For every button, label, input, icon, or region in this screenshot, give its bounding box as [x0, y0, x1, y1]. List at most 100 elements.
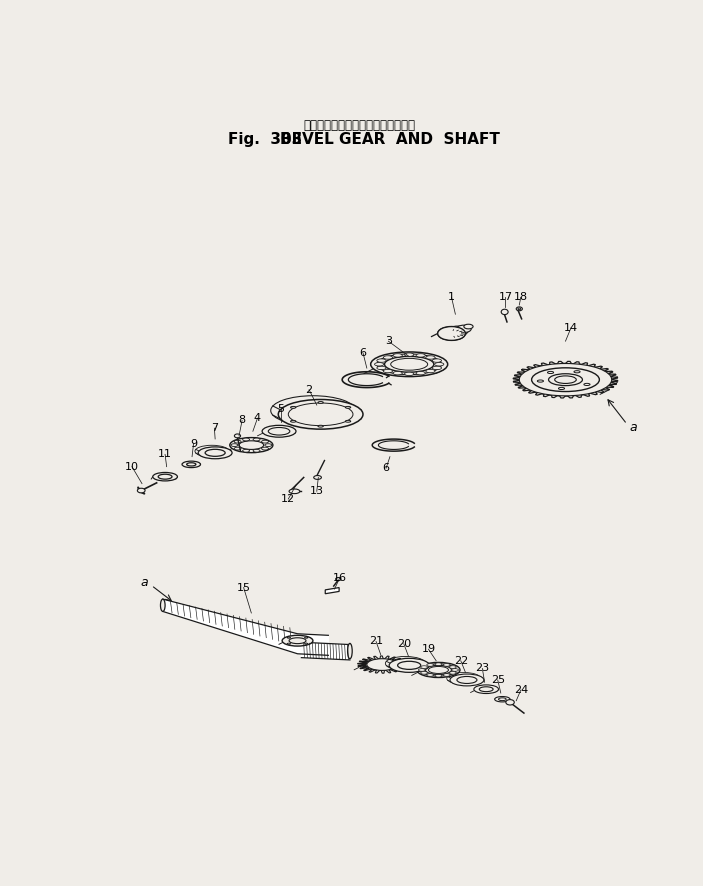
Ellipse shape	[420, 672, 427, 674]
Ellipse shape	[290, 420, 296, 423]
Ellipse shape	[318, 401, 323, 403]
Ellipse shape	[416, 354, 425, 357]
Polygon shape	[163, 599, 328, 656]
Ellipse shape	[498, 698, 506, 701]
Ellipse shape	[449, 672, 456, 674]
Ellipse shape	[290, 407, 296, 408]
Ellipse shape	[375, 362, 384, 366]
Text: 24: 24	[514, 685, 528, 695]
Ellipse shape	[450, 674, 484, 686]
Ellipse shape	[253, 449, 260, 452]
Ellipse shape	[438, 327, 465, 340]
Ellipse shape	[501, 309, 508, 315]
Ellipse shape	[262, 447, 269, 450]
Text: 15: 15	[237, 583, 251, 593]
Ellipse shape	[548, 371, 554, 374]
Ellipse shape	[574, 370, 580, 373]
Ellipse shape	[234, 440, 241, 443]
Ellipse shape	[234, 447, 241, 450]
Ellipse shape	[531, 368, 600, 392]
Text: 12: 12	[281, 494, 295, 504]
Ellipse shape	[428, 666, 449, 673]
Ellipse shape	[243, 449, 250, 452]
Ellipse shape	[289, 638, 306, 643]
Polygon shape	[513, 361, 618, 398]
Ellipse shape	[432, 359, 441, 362]
Ellipse shape	[153, 472, 177, 481]
Ellipse shape	[479, 687, 493, 692]
Ellipse shape	[520, 363, 612, 396]
Ellipse shape	[434, 362, 444, 366]
Ellipse shape	[335, 578, 341, 580]
Ellipse shape	[417, 663, 460, 678]
Ellipse shape	[377, 354, 441, 375]
Ellipse shape	[158, 474, 172, 479]
Ellipse shape	[464, 324, 473, 329]
Text: BEVEL GEAR  AND  SHAFT: BEVEL GEAR AND SHAFT	[280, 132, 500, 147]
Ellipse shape	[444, 673, 450, 676]
Text: 14: 14	[564, 323, 578, 333]
Ellipse shape	[239, 441, 264, 449]
Text: 7: 7	[211, 424, 218, 433]
Text: a: a	[629, 421, 637, 434]
Text: 16: 16	[333, 572, 347, 583]
Ellipse shape	[449, 665, 456, 668]
Text: 6: 6	[359, 347, 366, 358]
Text: 6: 6	[382, 463, 389, 473]
Ellipse shape	[314, 476, 321, 479]
Ellipse shape	[304, 643, 308, 644]
Ellipse shape	[456, 325, 471, 332]
Text: 20: 20	[396, 639, 411, 649]
Ellipse shape	[288, 403, 353, 425]
Ellipse shape	[516, 307, 522, 311]
Ellipse shape	[404, 372, 414, 376]
Ellipse shape	[205, 449, 225, 456]
Ellipse shape	[438, 327, 465, 340]
Ellipse shape	[404, 353, 414, 356]
Text: 3: 3	[385, 336, 392, 346]
Ellipse shape	[425, 665, 451, 674]
Ellipse shape	[234, 434, 240, 438]
Ellipse shape	[287, 637, 290, 638]
Ellipse shape	[474, 685, 498, 694]
Text: 4: 4	[254, 413, 261, 424]
Ellipse shape	[289, 489, 300, 494]
Text: 1: 1	[448, 292, 455, 302]
Ellipse shape	[187, 462, 196, 466]
Ellipse shape	[548, 374, 582, 385]
Text: 8: 8	[238, 416, 245, 425]
Text: ベベル　ギヤー　および　シャフト: ベベル ギヤー および シャフト	[304, 119, 416, 132]
Ellipse shape	[262, 425, 296, 437]
Ellipse shape	[345, 420, 351, 423]
Ellipse shape	[231, 444, 238, 447]
Ellipse shape	[385, 356, 434, 372]
Ellipse shape	[518, 308, 521, 310]
Text: 9: 9	[190, 439, 197, 448]
Ellipse shape	[558, 387, 565, 390]
Ellipse shape	[555, 376, 576, 384]
Text: 10: 10	[125, 462, 139, 471]
Ellipse shape	[305, 409, 336, 420]
Ellipse shape	[370, 352, 448, 377]
Ellipse shape	[435, 674, 442, 677]
Ellipse shape	[416, 371, 425, 375]
Text: 13: 13	[310, 486, 324, 496]
Ellipse shape	[230, 438, 273, 453]
Ellipse shape	[427, 673, 434, 676]
Ellipse shape	[520, 363, 612, 396]
Text: 25: 25	[491, 675, 505, 685]
Ellipse shape	[377, 359, 386, 362]
Ellipse shape	[418, 669, 425, 672]
Ellipse shape	[495, 696, 510, 702]
Ellipse shape	[366, 659, 399, 670]
Ellipse shape	[398, 661, 420, 670]
Ellipse shape	[304, 637, 308, 638]
Ellipse shape	[432, 366, 441, 369]
Ellipse shape	[391, 358, 427, 370]
Ellipse shape	[383, 369, 392, 373]
Ellipse shape	[262, 440, 269, 443]
Text: 21: 21	[369, 636, 383, 647]
Ellipse shape	[269, 427, 290, 435]
Text: 19: 19	[421, 644, 435, 654]
Ellipse shape	[377, 366, 386, 369]
